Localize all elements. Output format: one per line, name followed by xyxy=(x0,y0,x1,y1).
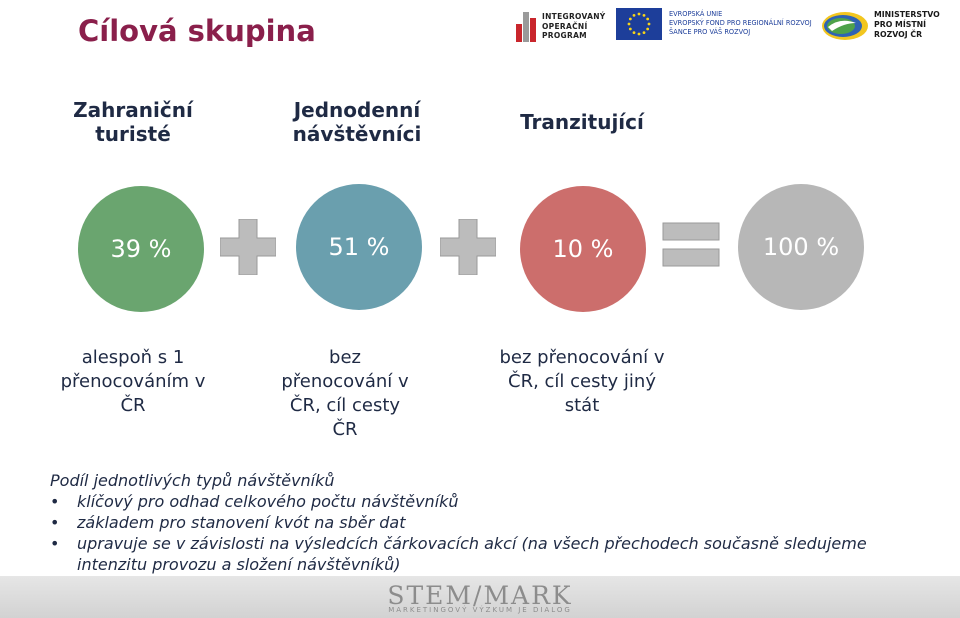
iop-logo-bars-icon xyxy=(516,12,538,42)
group-heading-day-visitors: Jednodenní návštěvníci xyxy=(292,98,422,146)
stem-mark-logo: STEM/MARK xyxy=(387,581,573,610)
share-circle-foreign-tourists: 39 % xyxy=(78,186,204,312)
group-description-foreign-tourists: alespoň s 1 přenocováním v ČR xyxy=(60,347,206,416)
notes-heading: Podíl jednotlivých typů návštěvníků xyxy=(50,471,335,490)
notes-list: klíčový pro odhad celkového počtu návště… xyxy=(50,491,940,575)
group-description-day-visitors: bez přenocování v ČR, cíl cesty ČR xyxy=(281,347,409,440)
mmr-logo: MINISTERSTVO PRO MÍSTNÍ ROZVOJ ČR xyxy=(816,6,952,46)
mmr-emblem-icon xyxy=(822,12,868,40)
list-item: základem pro stanovení kvót na sběr dat xyxy=(50,512,940,533)
share-circle-transit: 10 % xyxy=(520,186,646,312)
plus-icon xyxy=(220,219,276,275)
list-item: upravuje se v závislosti na výsledcích č… xyxy=(50,533,940,575)
equals-icon xyxy=(662,222,720,267)
mmr-logo-text: MINISTERSTVO PRO MÍSTNÍ ROZVOJ ČR xyxy=(874,10,940,39)
page-title: Cílová skupina xyxy=(78,14,316,48)
iop-logo-text: INTEGROVANÝ OPERAČNÍ PROGRAM xyxy=(542,12,606,40)
plus-icon xyxy=(440,219,496,275)
list-item: klíčový pro odhad celkového počtu návště… xyxy=(50,491,940,512)
group-description-transit: bez přenocování v ČR, cíl cesty jiný stá… xyxy=(499,347,665,416)
iop-logo: INTEGROVANÝ OPERAČNÍ PROGRAM xyxy=(516,10,606,44)
share-circle-total: 100 % xyxy=(738,184,864,310)
eu-flag-icon xyxy=(616,8,662,40)
share-circle-day-visitors: 51 % xyxy=(296,184,422,310)
footer-bar: STEM/MARK MARKETINGOVÝ VÝZKUM JE DIALOG xyxy=(0,576,960,618)
group-heading-transit: Tranzitující xyxy=(520,110,644,134)
logo-strip: INTEGROVANÝ OPERAČNÍ PROGRAM EVROPSKÁ UN… xyxy=(512,6,952,46)
eu-logo-text: EVROPSKÁ UNIE EVROPSKÝ FOND PRO REGIONÁL… xyxy=(669,10,812,37)
eu-logo: EVROPSKÁ UNIE EVROPSKÝ FOND PRO REGIONÁL… xyxy=(616,8,812,44)
group-heading-foreign-tourists: Zahraniční turisté xyxy=(73,98,193,146)
stem-mark-tagline: MARKETINGOVÝ VÝZKUM JE DIALOG xyxy=(388,606,572,614)
notes-section: Podíl jednotlivých typů návštěvníků klíč… xyxy=(50,470,940,575)
